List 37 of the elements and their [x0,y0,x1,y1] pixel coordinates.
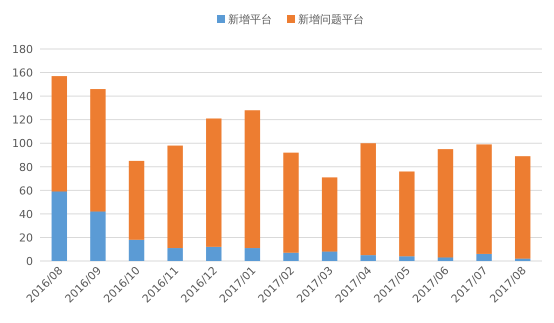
bar [52,76,68,192]
bar [438,149,454,258]
bar [283,252,299,261]
bar [360,143,376,256]
bar [283,152,299,253]
y-tick-label: 0 [26,255,33,268]
bar [360,255,376,261]
bar [476,254,492,261]
bar [206,118,222,247]
bar [167,248,183,261]
bar [399,171,415,256]
bar [322,177,338,252]
bar [399,256,415,261]
y-tick-label: 120 [12,114,33,127]
bar [206,246,222,261]
legend-label: 新增问题平台 [298,13,364,26]
y-tick-label: 20 [19,231,33,244]
bar [322,252,338,261]
legend-label: 新增平台 [228,13,272,26]
bar [167,146,183,248]
bar [90,212,106,261]
y-tick-label: 80 [19,160,33,174]
bar [244,248,260,261]
y-tick-label: 100 [12,137,33,150]
y-tick-label: 140 [12,90,33,104]
y-tick-label: 160 [12,66,33,80]
bar [438,257,454,261]
y-tick-label: 180 [12,43,33,56]
bar [128,160,144,240]
bar [514,156,530,259]
bar [128,240,144,261]
y-tick-label: 60 [19,184,33,198]
bar [476,144,492,254]
bar [244,110,260,248]
bar [90,89,106,212]
y-tick-label: 40 [19,208,33,221]
bar [52,192,68,261]
